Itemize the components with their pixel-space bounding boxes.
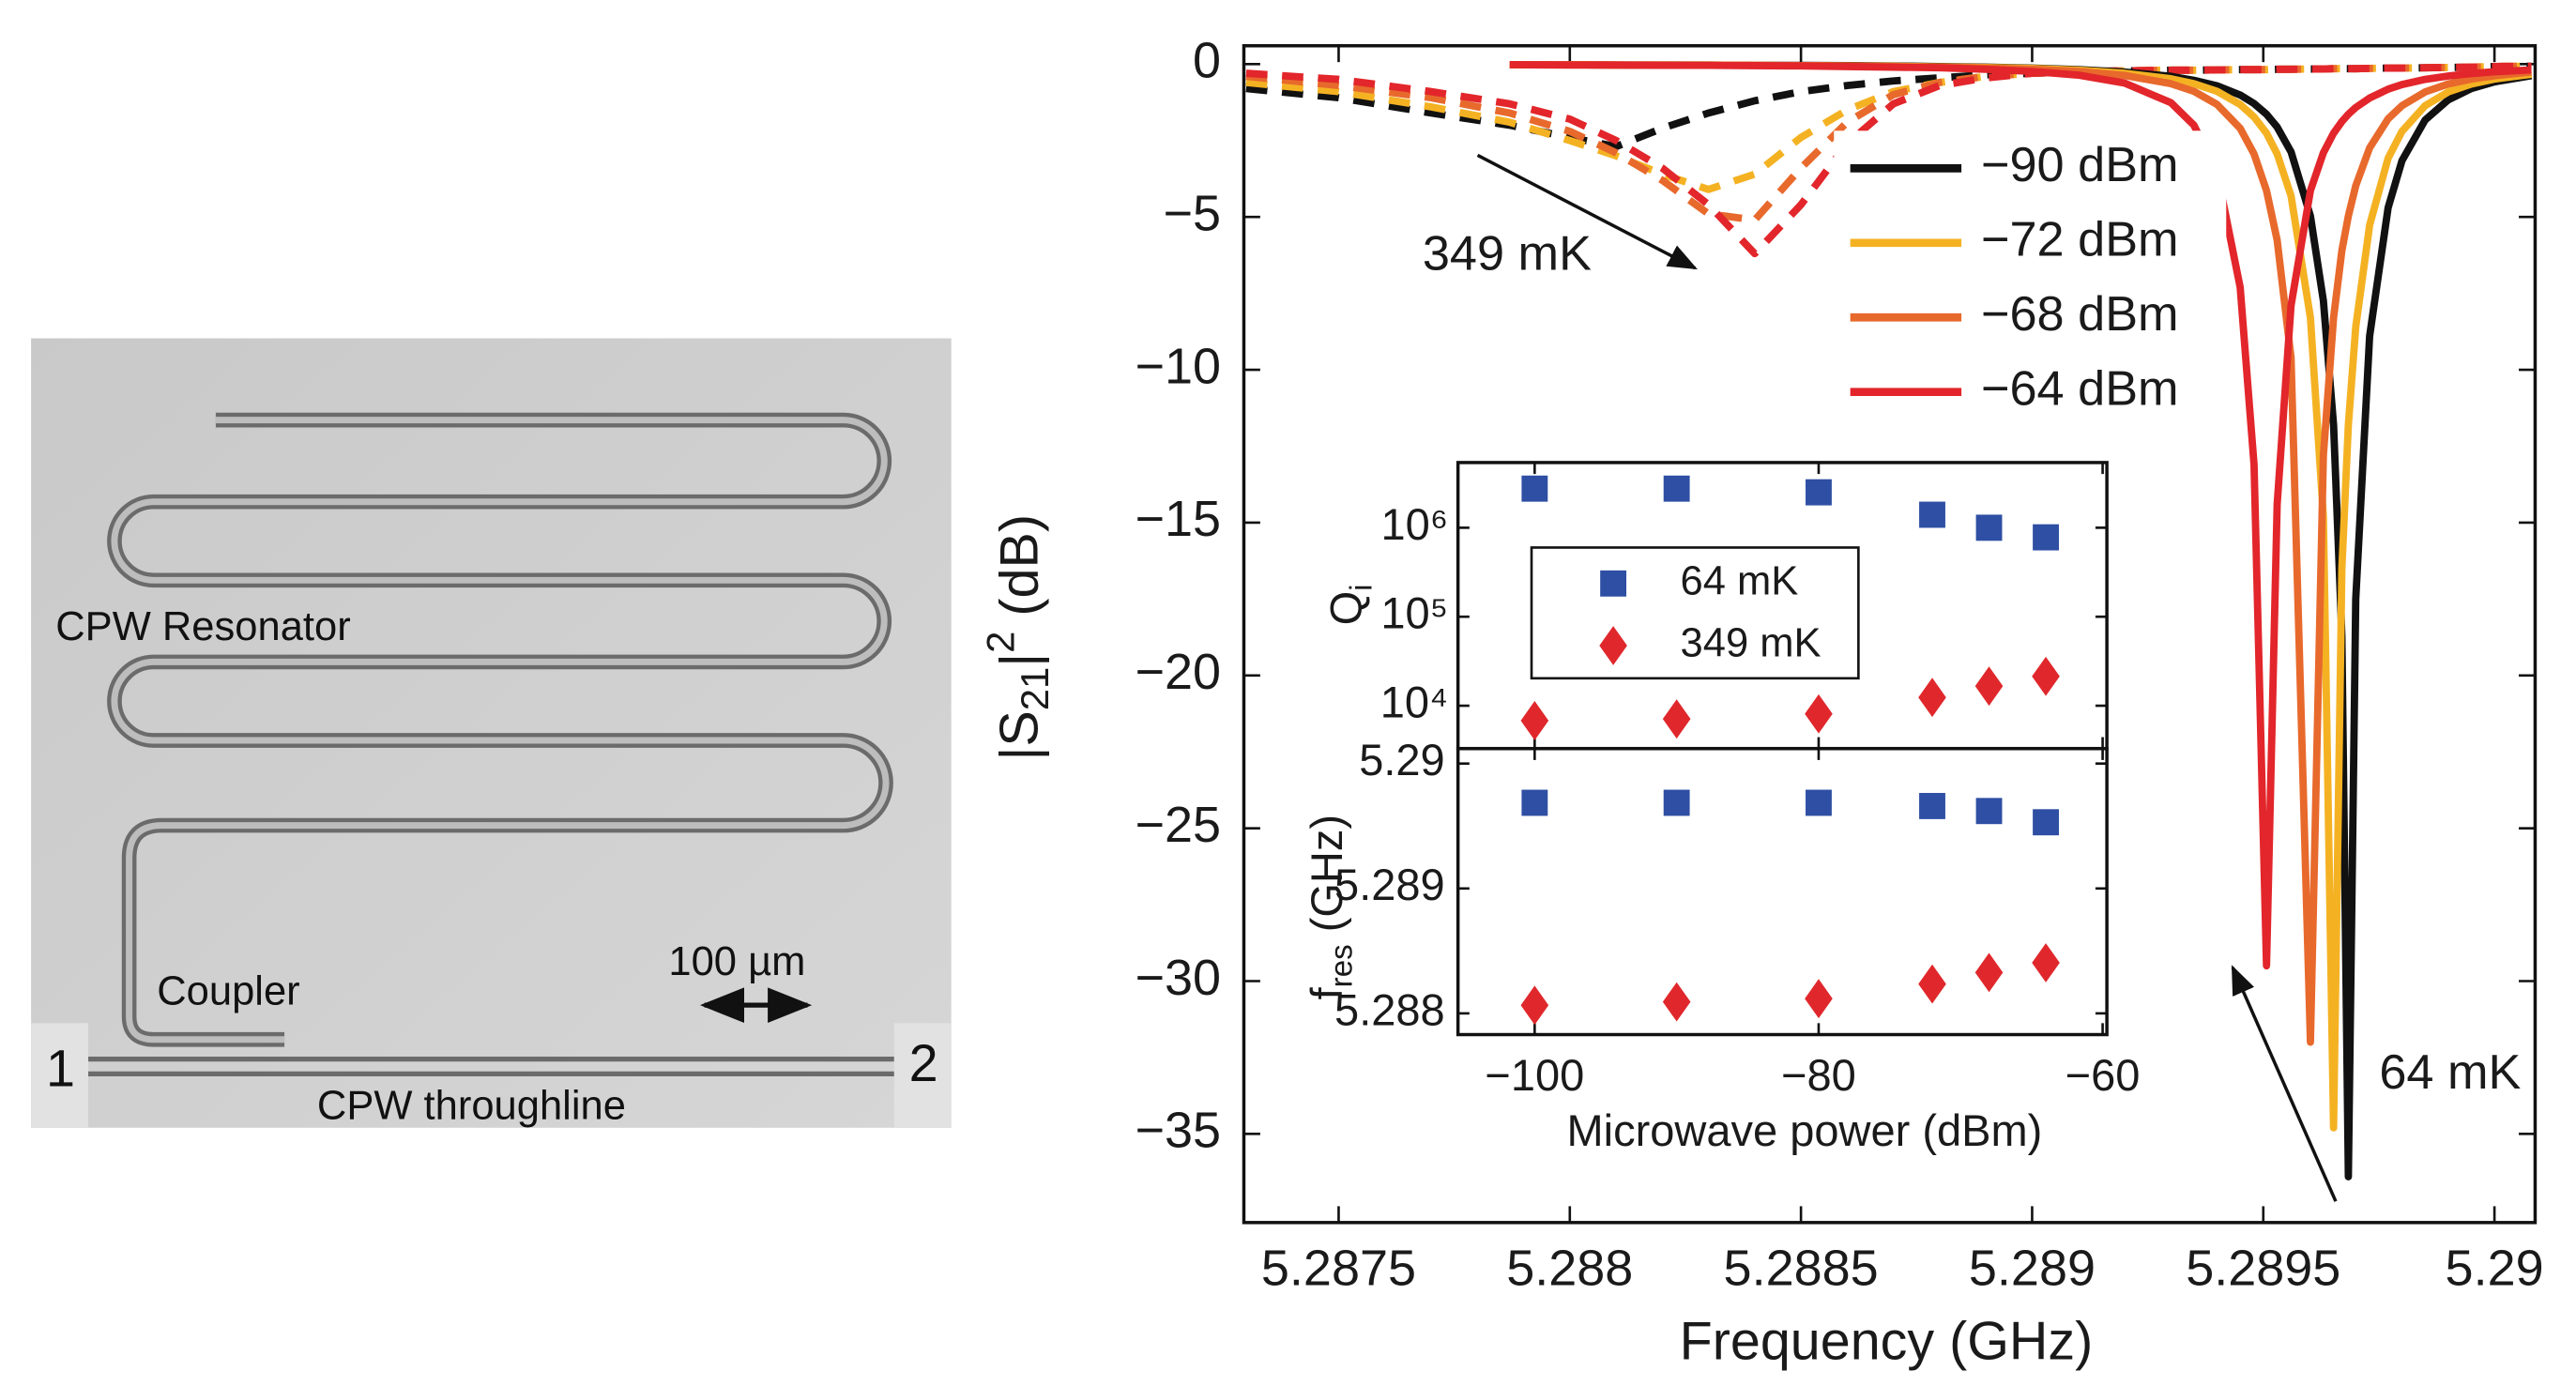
marker-square xyxy=(1521,789,1548,816)
y-tick-label: 0 xyxy=(1193,33,1221,89)
coupler-label: Coupler xyxy=(157,968,299,1013)
legend-label: −72 dBm xyxy=(1981,213,2179,267)
y-axis-label: |S21|2 (dB) xyxy=(978,514,1057,761)
marker-square xyxy=(1806,789,1832,816)
port-label: 1 xyxy=(46,1039,75,1097)
y-axis-label-part: f xyxy=(1302,986,1351,999)
resonator-label: CPW Resonator xyxy=(55,604,351,649)
marker-diamond xyxy=(2032,943,2060,982)
y-tick-label: −25 xyxy=(1136,797,1222,853)
marker-diamond xyxy=(2032,656,2060,696)
marker-diamond xyxy=(1805,979,1833,1019)
y-tick-label: 5.289 xyxy=(1334,860,1445,909)
x-tick-label: −100 xyxy=(1485,1050,1584,1100)
marker-square xyxy=(2033,524,2059,551)
plot-frame xyxy=(1456,746,2109,1037)
marker-square xyxy=(1975,798,2003,825)
marker-diamond xyxy=(1662,982,1691,1022)
x-tick-label: 5.2875 xyxy=(1261,1240,1416,1296)
marker-square xyxy=(1919,793,1945,819)
y-axis-label-sub: res xyxy=(1324,944,1359,987)
plot-frame xyxy=(1242,44,2538,1225)
x-tick-label: 5.289 xyxy=(1969,1240,2096,1296)
throughline-label: CPW throughline xyxy=(317,1083,626,1128)
y-tick-label: 10⁴ xyxy=(1380,677,1449,726)
micrograph: CPW Resonator Coupler 100 µm 1 2 CPW thr… xyxy=(31,338,952,1128)
x-tick-label: −80 xyxy=(1781,1050,1856,1100)
dashed-line xyxy=(1245,62,2532,258)
legend-label: −64 dBm xyxy=(1981,361,2179,416)
y-tick-label: −20 xyxy=(1136,644,1222,700)
marker-diamond xyxy=(1805,693,1833,734)
annotation: 349 mK xyxy=(1423,226,1592,281)
y-tick-label: 5.288 xyxy=(1334,984,1445,1034)
y-axis-label-part: | xyxy=(990,653,1050,667)
y-tick-label: −35 xyxy=(1136,1103,1222,1159)
y-axis-label-part: (dB) xyxy=(990,514,1050,632)
x-axis-label: Microwave power (dBm) xyxy=(1566,1105,2042,1155)
port-pad xyxy=(893,1023,952,1128)
port-pad xyxy=(31,1023,89,1128)
legend-label: −68 dBm xyxy=(1981,287,2179,342)
scale-bar-label: 100 µm xyxy=(668,939,805,984)
marker-square xyxy=(1663,475,1690,502)
marker-square xyxy=(1975,514,2003,541)
annotation-arrow xyxy=(1476,153,1698,270)
annotation: 64 mK xyxy=(2379,1045,2521,1100)
resonator-center xyxy=(111,417,890,1043)
marker-square xyxy=(1919,501,1945,528)
marker-square xyxy=(1663,789,1690,816)
x-tick-label: 5.29 xyxy=(2446,1240,2544,1296)
y-axis-label-sup: 2 xyxy=(978,632,1022,653)
marker-diamond xyxy=(1662,699,1691,739)
legend-label: 64 mK xyxy=(1681,558,1799,603)
y-axis-label: Qi xyxy=(1321,584,1379,625)
annotation-arrow xyxy=(2231,965,2338,1202)
y-tick-label: −30 xyxy=(1136,950,1222,1006)
y-axis-label-sub: 21 xyxy=(1013,667,1057,711)
y-tick-label: −15 xyxy=(1136,491,1222,547)
y-tick-label: 5.29 xyxy=(1359,735,1445,784)
legend-label: 349 mK xyxy=(1681,620,1821,665)
legend-label: −90 dBm xyxy=(1981,138,2179,192)
x-tick-label: 5.288 xyxy=(1506,1240,1633,1296)
x-tick-label: 5.2895 xyxy=(2186,1240,2340,1296)
y-axis-label: fres (GHz) xyxy=(1302,815,1359,999)
y-axis-label-part: Q xyxy=(1321,591,1371,626)
marker-square xyxy=(1521,475,1548,502)
marker-square xyxy=(1806,479,1832,506)
y-tick-label: −10 xyxy=(1136,338,1222,394)
legend-marker xyxy=(1600,570,1627,597)
y-axis-label-part: |S xyxy=(990,710,1050,760)
y-axis-label-sub: i xyxy=(1344,584,1379,590)
x-axis-label: Frequency (GHz) xyxy=(1680,1312,2094,1372)
legend-background xyxy=(1834,130,2227,431)
marker-square xyxy=(2033,809,2059,836)
port-label: 2 xyxy=(909,1034,938,1092)
y-tick-label: 10⁶ xyxy=(1381,499,1449,549)
y-axis-label-part: (GHz) xyxy=(1302,815,1351,944)
line xyxy=(1509,61,2532,970)
x-tick-label: 5.2885 xyxy=(1724,1240,1879,1296)
inset-legend-box xyxy=(1530,546,1860,680)
y-tick-label: 10⁵ xyxy=(1380,588,1448,638)
y-tick-label: −5 xyxy=(1164,185,1222,241)
x-tick-label: −60 xyxy=(2065,1050,2141,1100)
